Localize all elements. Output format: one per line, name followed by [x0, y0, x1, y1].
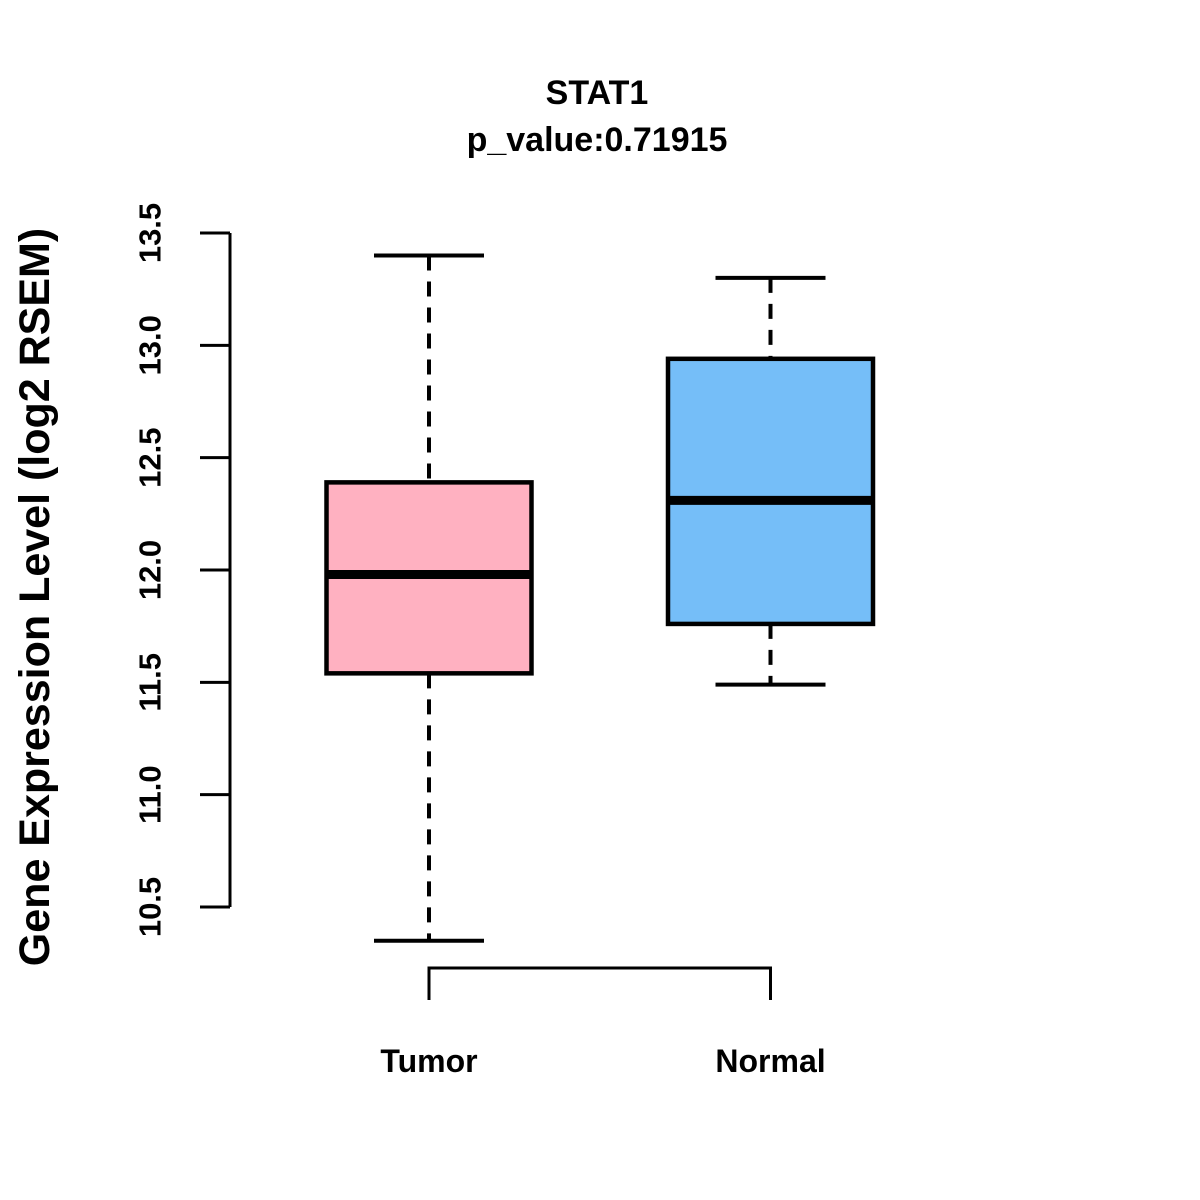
x-category-label: Normal [715, 1043, 825, 1079]
boxplot-box-tumor [324, 253, 534, 943]
x-axis: Tumor Normal [380, 966, 826, 1079]
boxplot-box-normal [665, 275, 876, 687]
y-tick-label: 10.5 [133, 877, 168, 937]
y-tick-label: 11.0 [133, 765, 168, 824]
y-tick-label: 12.5 [133, 427, 168, 487]
chart-title: STAT1 [545, 74, 649, 112]
y-tick-label: 12.0 [133, 540, 168, 600]
y-tick-label: 13.0 [133, 315, 168, 375]
x-category-label: Tumor [380, 1043, 477, 1079]
y-tick-label: 13.5 [133, 203, 168, 263]
y-tick-label: 11.5 [133, 653, 168, 712]
iqr-box [665, 356, 876, 627]
y-axis: 10.5 11.0 11.5 12.0 12.5 13.0 13.5 [133, 203, 232, 937]
chart-subtitle: p_value:0.71915 [466, 121, 728, 159]
